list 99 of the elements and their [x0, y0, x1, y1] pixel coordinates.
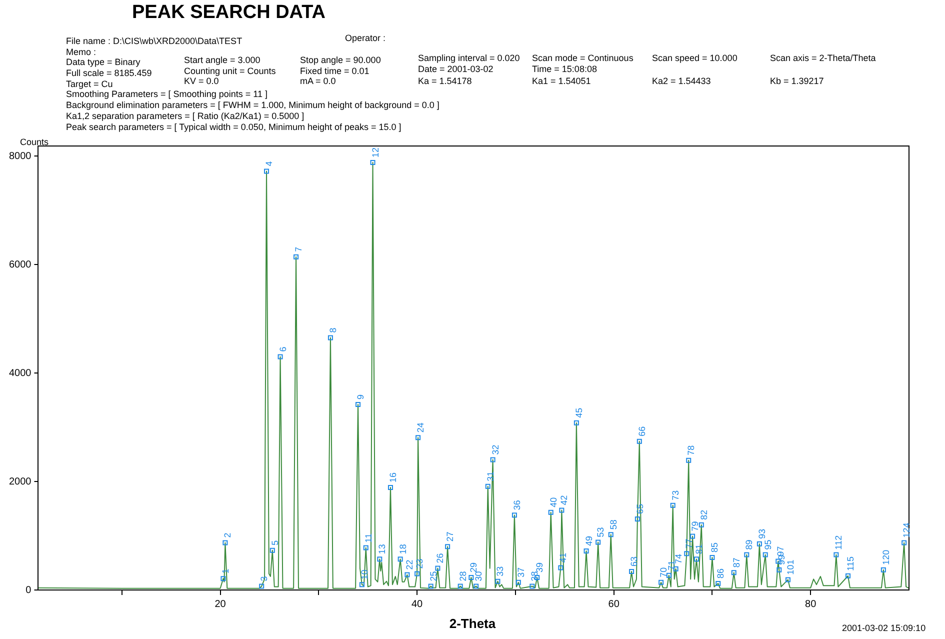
annotation: 79 — [690, 521, 700, 532]
text: 2001-03-02 15:09:10 — [842, 623, 926, 633]
annotation: 4 — [264, 161, 274, 166]
annotation: 112 — [834, 535, 844, 550]
y-tick-label: 8000 — [8, 150, 32, 162]
annotation: 97 — [776, 546, 786, 556]
annotation: 33 — [495, 566, 506, 576]
x-tick-label: 20 — [214, 598, 226, 610]
text: Memo : — [66, 47, 96, 57]
annotation: 86 — [716, 568, 726, 578]
annotation: 63 — [629, 556, 640, 567]
text: Target = Cu — [66, 79, 113, 89]
annotation: 30 — [474, 571, 484, 582]
y-axis-title: Counts — [20, 137, 49, 147]
annotation: 24 — [416, 422, 426, 433]
y-tick-label: 4000 — [8, 368, 32, 379]
text: Time = 15:08:08 — [532, 64, 597, 74]
text: Ka1 = 1.54051 — [532, 76, 591, 86]
text: KV = 0.0 — [184, 76, 219, 86]
annotation: 77 — [684, 538, 694, 549]
text: Ka1,2 separation parameters = [ Ratio (Ka2/Ka1) = 0.5000 ] — [66, 111, 304, 121]
annotation: 81 — [694, 544, 704, 554]
annotation: 78 — [686, 445, 696, 456]
annotation: 31 — [485, 471, 496, 482]
x-tick-label: 40 — [411, 598, 424, 610]
annotation: 10 — [359, 570, 370, 580]
annotation: 12 — [370, 148, 380, 158]
text: Full scale = 8185.459 — [66, 68, 152, 78]
annotation: 58 — [608, 520, 618, 530]
annotation: 49 — [584, 536, 594, 546]
annotation: 53 — [596, 527, 606, 538]
annotation: 27 — [445, 532, 456, 542]
annotation: 18 — [398, 544, 408, 554]
text: Background elimination parameters = [ FWHM = 1.000, Minimum height of background = 0.0 ] — [66, 100, 440, 110]
annotation: 2 — [222, 532, 233, 538]
text: Sampling interval = 0.020 — [418, 53, 520, 63]
annotation: 22 — [404, 560, 415, 570]
annotation: 87 — [731, 558, 742, 568]
text: Scan speed = 10.000 — [652, 53, 738, 63]
annotation: 70 — [658, 567, 669, 578]
annotation: 25 — [428, 571, 438, 582]
annotation: 40 — [548, 497, 558, 508]
annotation: 39 — [534, 562, 545, 573]
annotation: 1 — [220, 568, 231, 574]
x-tick-label: 60 — [608, 598, 620, 610]
y-tick-label: 6000 — [8, 259, 32, 270]
annotation: 45 — [574, 408, 584, 418]
annotation: 85 — [710, 542, 720, 552]
annotation: 23 — [414, 558, 425, 569]
annotation: 11 — [363, 533, 374, 543]
text: Stop angle = 90.000 — [300, 55, 381, 65]
annotation: 120 — [880, 550, 891, 565]
annotation: 37 — [516, 567, 526, 578]
annotation: 82 — [698, 510, 709, 520]
text: Start angle = 3.000 — [184, 55, 260, 65]
annotation: 73 — [670, 490, 680, 500]
text: mA = 0.0 — [300, 76, 336, 86]
annotation: 115 — [845, 556, 856, 571]
y-tick-label: 0 — [26, 584, 32, 596]
y-tick-label: 2000 — [8, 476, 32, 488]
text: Operator : — [345, 33, 386, 43]
annotation: 99 — [776, 554, 787, 565]
annotation: 5 — [270, 540, 280, 546]
annotation: 89 — [744, 540, 754, 550]
annotation: 9 — [356, 394, 366, 400]
text: Smoothing Parameters = [ Smoothing points = 11 ] — [66, 89, 268, 99]
text: Peak search parameters = [ Typical width = 0.050, Minimum height of peaks = 15.0 ] — [66, 122, 402, 132]
annotation: 101 — [785, 560, 796, 575]
annotation: 26 — [435, 553, 446, 564]
text: Scan mode = Continuous — [532, 53, 634, 63]
annotation: 13 — [377, 544, 388, 554]
annotation: 29 — [468, 562, 479, 573]
annotation: 36 — [512, 500, 522, 510]
annotation: 93 — [756, 528, 767, 539]
annotation: 16 — [388, 472, 398, 482]
annotation: 32 — [490, 444, 500, 455]
text: Data type = Binary — [66, 57, 140, 67]
annotation: 28 — [458, 571, 468, 582]
text: Ka = 1.54178 — [418, 76, 472, 86]
text: Counting unit = Counts — [184, 66, 276, 76]
text: Scan axis = 2-Theta/Theta — [770, 53, 876, 63]
annotation: 7 — [294, 246, 304, 252]
text: Fixed time = 0.01 — [300, 66, 370, 76]
annotation: 66 — [636, 426, 647, 436]
x-tick-label: 80 — [805, 598, 817, 610]
annotation: 65 — [634, 504, 645, 514]
x-axis-title: 2-Theta — [449, 616, 496, 631]
text: Ka2 = 1.54433 — [652, 76, 711, 86]
annotation: 6 — [278, 346, 288, 352]
annotation: 124 — [902, 522, 912, 538]
annotation: 3 — [259, 576, 270, 582]
annotation: 41 — [558, 552, 568, 563]
text: File name : D:\CIS\wb\XRD2000\Data\TEST — [66, 36, 242, 46]
annotation: 95 — [762, 540, 773, 550]
text: Kb = 1.39217 — [770, 76, 824, 86]
chart-title: PEAK SEARCH DATA — [132, 2, 326, 24]
annotation: 42 — [559, 495, 570, 506]
annotation: 8 — [328, 328, 338, 333]
text: Date = 2001-03-02 — [418, 64, 494, 74]
